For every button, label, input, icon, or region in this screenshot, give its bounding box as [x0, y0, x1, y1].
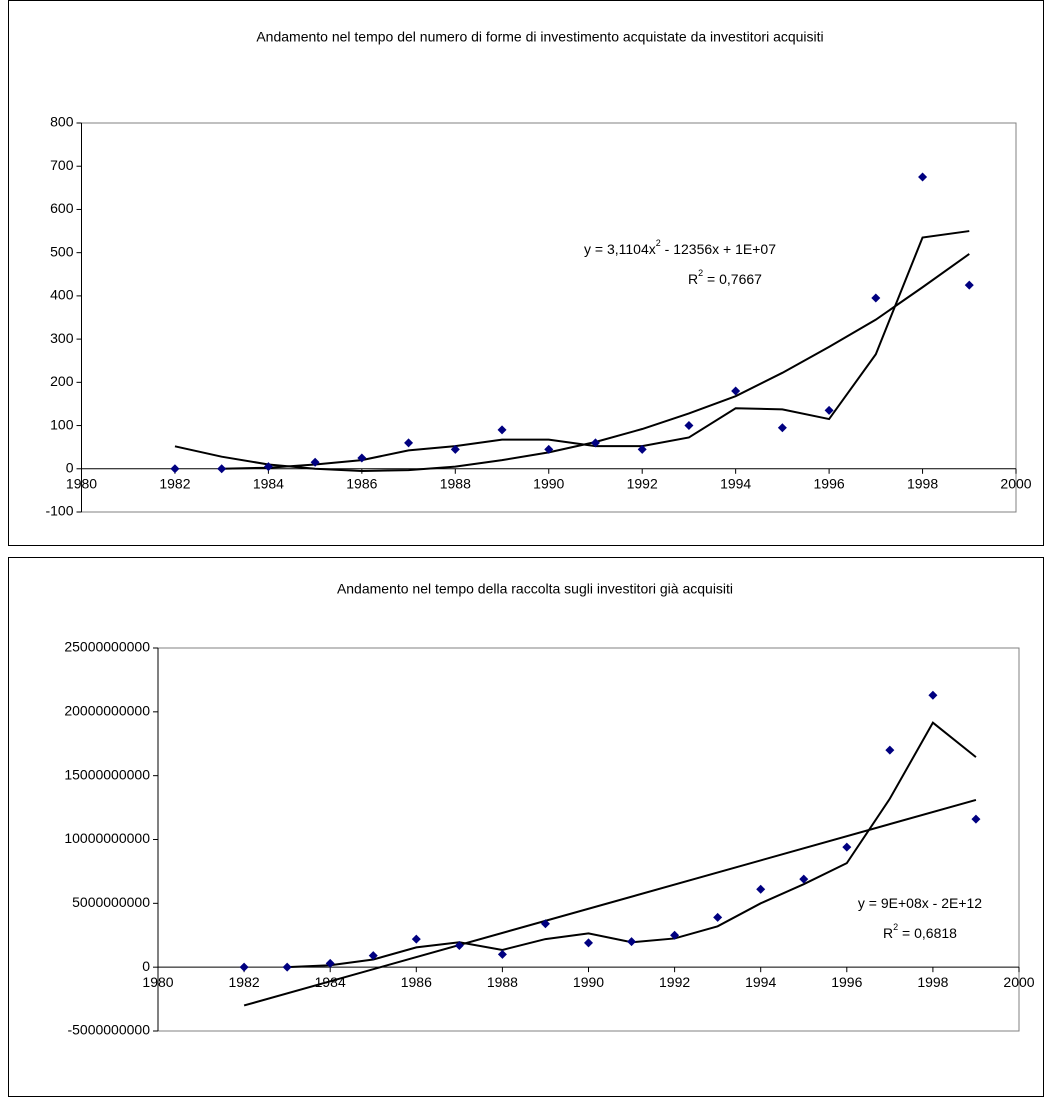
y-tick-label: 500: [50, 243, 74, 259]
data-point: [584, 938, 593, 948]
data-point: [497, 949, 507, 959]
x-tick-label: 1988: [440, 475, 471, 491]
y-tick-label: 100: [50, 416, 74, 432]
y-tick-label: 5000000000: [72, 894, 150, 910]
r-squared: R2 = 0,7667: [688, 268, 762, 286]
data-point: [325, 958, 335, 968]
data-point: [637, 444, 647, 454]
y-tick-label: 25000000000: [64, 639, 150, 655]
data-point: [411, 934, 421, 944]
data-point: [684, 421, 694, 431]
y-tick-label: 10000000000: [64, 830, 150, 846]
x-tick-label: 1982: [159, 475, 190, 491]
data-point: [871, 293, 881, 303]
trend-line: [243, 798, 977, 1007]
data-point: [928, 690, 938, 700]
data-point: [713, 912, 723, 922]
data-point: [964, 280, 974, 290]
data-point: [824, 405, 834, 415]
trend-equation-part: y = 9E+08x - 2E+12: [858, 895, 982, 911]
trend-equation-part: y = 3,1104x: [584, 241, 656, 257]
x-tick-label: 1998: [907, 475, 938, 491]
data-point: [170, 464, 180, 474]
r-squared-part: R: [688, 271, 698, 287]
x-tick-label: 1996: [831, 974, 862, 990]
data-point: [540, 919, 550, 929]
data-point: [971, 814, 981, 824]
y-tick-label: 200: [50, 373, 74, 389]
x-tick-label: 1990: [573, 974, 604, 990]
data-point: [357, 453, 367, 463]
data-point: [310, 457, 320, 467]
data-point: [263, 462, 273, 472]
y-tick-label: 20000000000: [64, 703, 150, 719]
r-squared: R2 = 0,6818: [883, 922, 957, 940]
y-tick-label: 400: [50, 287, 74, 303]
y-tick-label: -5000000000: [67, 1022, 150, 1038]
data-point: [670, 930, 680, 940]
data-point: [918, 172, 928, 182]
x-tick-label: 1980: [66, 475, 97, 491]
y-tick-label: 300: [50, 330, 74, 346]
trend-equation: y = 3,1104x2 - 12356x + 1E+07: [584, 238, 776, 256]
x-tick-label: 1994: [720, 475, 751, 491]
r-squared-part: R: [883, 925, 893, 941]
trend-line: [174, 253, 970, 472]
trend-line: [221, 230, 970, 470]
data-point: [627, 937, 637, 947]
data-point: [282, 962, 292, 972]
trend-line: [287, 721, 977, 969]
y-tick-label: -100: [45, 503, 73, 519]
x-tick-label: 1986: [346, 475, 377, 491]
r-squared-part: 2: [698, 268, 703, 278]
data-point: [454, 940, 464, 950]
data-point: [497, 425, 507, 435]
x-tick-label: 1980: [142, 974, 173, 990]
chart-title: Andamento nel tempo della raccolta sugli…: [337, 581, 733, 597]
x-tick-label: 1994: [745, 974, 776, 990]
x-tick-label: 1996: [814, 475, 845, 491]
data-point: [404, 438, 414, 448]
trend-equation-part: - 12356x + 1E+07: [661, 241, 776, 257]
x-tick-label: 2000: [1003, 974, 1034, 990]
data-point: [842, 842, 852, 852]
data-point: [777, 423, 787, 433]
chart-frame: [8, 0, 1044, 546]
x-tick-label: 1982: [229, 974, 260, 990]
x-tick-label: 1984: [253, 475, 284, 491]
x-tick-label: 1992: [627, 475, 658, 491]
chart-title: Andamento nel tempo del numero di forme …: [256, 29, 823, 45]
trend-equation-part: 2: [656, 238, 661, 248]
y-tick-label: 0: [142, 958, 150, 974]
r-squared-part: = 0,7667: [703, 271, 762, 287]
x-tick-label: 1986: [401, 974, 432, 990]
data-point: [239, 962, 249, 972]
x-tick-label: 1988: [487, 974, 518, 990]
x-tick-label: 1992: [659, 974, 690, 990]
x-tick-label: 1998: [917, 974, 948, 990]
chart-frame: [8, 557, 1044, 1097]
y-tick-label: 800: [50, 114, 74, 130]
r-squared-part: 2: [893, 922, 898, 932]
data-point: [368, 951, 378, 961]
x-tick-label: 2000: [1000, 475, 1031, 491]
y-tick-label: 700: [50, 157, 74, 173]
data-point: [544, 444, 554, 454]
data-point: [799, 874, 809, 884]
y-tick-label: 15000000000: [64, 766, 150, 782]
data-point: [731, 386, 741, 396]
trend-equation: y = 9E+08x - 2E+12: [858, 895, 982, 911]
data-point: [590, 438, 600, 448]
data-point: [756, 884, 766, 894]
x-tick-label: 1990: [533, 475, 564, 491]
data-point: [450, 444, 460, 454]
data-point: [217, 464, 227, 474]
r-squared-part: = 0,6818: [898, 925, 957, 941]
y-tick-label: 0: [66, 459, 74, 475]
y-tick-label: 600: [50, 200, 74, 216]
data-point: [885, 745, 895, 755]
